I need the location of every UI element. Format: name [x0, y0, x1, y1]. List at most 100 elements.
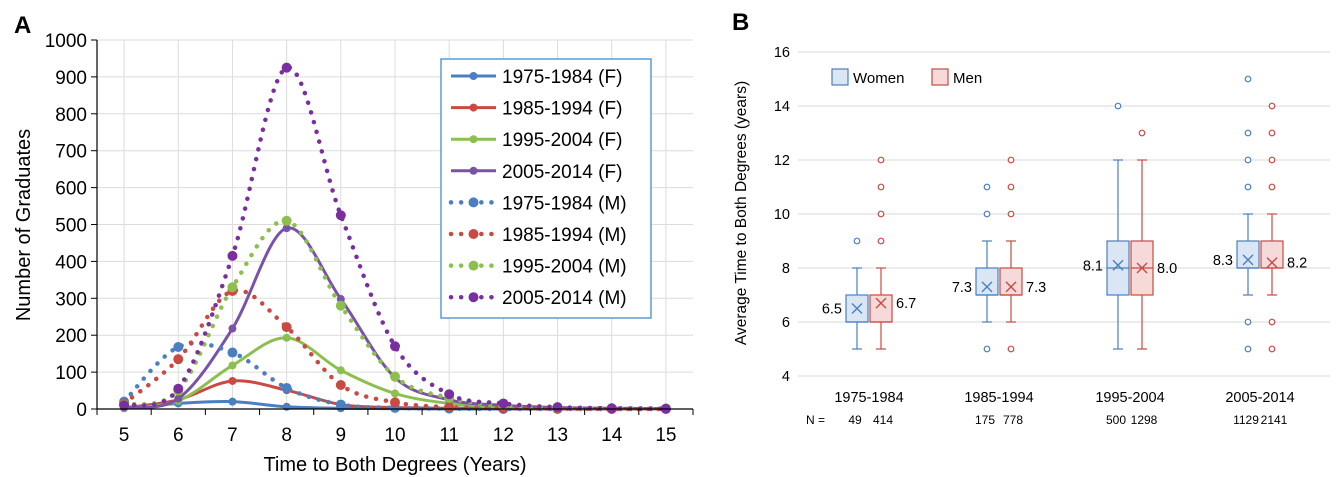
a-y-tick-label: 800	[55, 105, 87, 126]
a-point-7	[227, 250, 238, 261]
a-legend-marker	[468, 260, 479, 271]
panel-b-category-labels: 1975-1984 1985-1994 1995-2004 2005-2014	[834, 390, 1294, 406]
a-legend-marker	[468, 292, 479, 303]
b-outlier	[1007, 156, 1015, 164]
b-iqr-box	[999, 267, 1023, 296]
a-legend-label: 1995-2004 (M)	[502, 257, 627, 278]
a-y-tick-label: 900	[55, 68, 87, 89]
a-legend-label: 1975-1984 (M)	[502, 193, 627, 214]
b-mean-label: 8.1	[1083, 258, 1103, 274]
b-outlier	[853, 237, 861, 245]
panel-b-label: B	[732, 9, 749, 36]
a-point-10	[390, 397, 400, 408]
b-mean-marker	[1136, 262, 1148, 274]
a-legend-marker	[469, 72, 478, 80]
b-box-women-2: 8.1	[1083, 102, 1130, 350]
b-outlier	[1244, 345, 1252, 353]
b-mean-marker	[851, 303, 863, 314]
a-point-9	[336, 295, 345, 304]
a-point-7	[228, 397, 237, 406]
b-mean-marker	[1112, 259, 1124, 271]
a-y-tick-label: 600	[55, 179, 87, 200]
b-iqr-box	[1260, 240, 1284, 269]
b-y-tick-label: 16	[774, 45, 790, 61]
a-legend-label: 1995-2004 (F)	[502, 130, 622, 151]
b-iqr-box	[869, 294, 893, 323]
a-x-tick-label: 8	[281, 425, 292, 446]
b-mean-label: 7.3	[1026, 280, 1046, 296]
a-point-9	[335, 380, 346, 391]
b-outlier	[1268, 129, 1276, 137]
b-mean-marker	[1266, 257, 1278, 269]
a-point-11	[444, 402, 455, 413]
a-legend-item: 1995-2004 (F)	[451, 130, 622, 151]
b-box-men-3: 8.2	[1260, 102, 1307, 353]
b-n-women: 175	[975, 413, 995, 427]
b-outlier	[1244, 75, 1252, 83]
a-point-7	[228, 376, 237, 385]
b-legend-label: Men	[953, 70, 982, 87]
a-x-tick-label: 12	[493, 425, 514, 446]
a-point-6	[173, 383, 184, 394]
a-point-8	[281, 322, 292, 333]
b-outlier	[1007, 210, 1015, 218]
b-outlier	[1268, 102, 1276, 110]
a-point-7	[227, 347, 238, 358]
a-point-13	[552, 402, 563, 413]
b-outlier	[1268, 156, 1276, 164]
b-iqr-box	[1236, 240, 1260, 269]
b-outlier	[1007, 345, 1015, 353]
b-category-label: 1995-2004	[1095, 390, 1164, 406]
b-outlier	[1244, 318, 1252, 326]
panel-a-x-axis-label: Time to Both Degrees (Years)	[263, 454, 526, 476]
a-legend-label: 1985-1994 (M)	[502, 225, 627, 246]
b-mean-label: 8.3	[1213, 253, 1233, 269]
b-outlier	[1007, 183, 1015, 191]
a-x-tick-label: 14	[601, 425, 623, 446]
a-series-2005-2014-m-	[119, 62, 671, 414]
a-y-tick-label: 0	[76, 400, 87, 421]
b-iqr-box	[975, 267, 999, 296]
b-mean-marker	[875, 297, 887, 309]
b-outlier	[1244, 129, 1252, 137]
b-y-tick-label: 4	[782, 369, 790, 385]
b-y-tick-label: 14	[774, 99, 790, 115]
b-mean-label: 8.2	[1287, 256, 1307, 272]
a-legend-label: 1975-1984 (F)	[502, 67, 622, 88]
b-outlier	[983, 345, 991, 353]
a-legend-item: 1985-1994 (F)	[451, 99, 622, 120]
a-y-tick-label: 500	[55, 216, 87, 237]
a-legend-item: 1985-1994 (M)	[448, 225, 627, 246]
b-legend-label: Women	[853, 70, 904, 87]
b-mean-marker	[1242, 254, 1254, 266]
panel-a-y-tick-labels: 0 100 200 300 400 500 600 700 800 900 1000	[45, 31, 87, 421]
a-legend-marker	[469, 166, 478, 175]
b-outlier	[983, 210, 991, 218]
b-outlier	[983, 183, 991, 191]
a-point-7	[228, 324, 237, 333]
a-x-tick-label: 11	[439, 425, 459, 446]
a-legend-marker	[468, 197, 479, 208]
panel-a-legend: 1975-1984 (F) 1985-1994 (F) 1995-2004 (F) 2…	[440, 58, 652, 319]
panel-b-sample-sizes: 49 414 175 778 500 1298 1129 2141	[848, 413, 1287, 427]
b-mean-label: 6.5	[822, 302, 842, 318]
a-y-tick-label: 1000	[45, 31, 87, 52]
b-category-label: 2005-2014	[1225, 390, 1294, 406]
a-x-tick-label: 13	[547, 425, 568, 446]
a-y-tick-label: 400	[55, 252, 87, 273]
b-box-women-1: 7.3	[952, 183, 999, 353]
a-legend-box	[440, 58, 652, 319]
b-outlier	[877, 237, 885, 245]
panel-a-y-axis-label: Number of Graduates	[13, 129, 35, 321]
a-legend-marker	[469, 135, 478, 144]
a-y-tick-label: 100	[55, 363, 87, 384]
b-n-men: 778	[1003, 413, 1023, 427]
a-x-tick-label: 5	[119, 425, 130, 446]
a-point-5	[119, 400, 130, 411]
a-x-tick-label: 6	[173, 425, 184, 446]
a-point-6	[173, 342, 184, 353]
a-legend-label: 1985-1994 (F)	[502, 99, 622, 120]
b-outlier	[1268, 345, 1276, 353]
panel-a-label: A	[14, 12, 31, 39]
b-legend-swatch	[931, 68, 949, 86]
